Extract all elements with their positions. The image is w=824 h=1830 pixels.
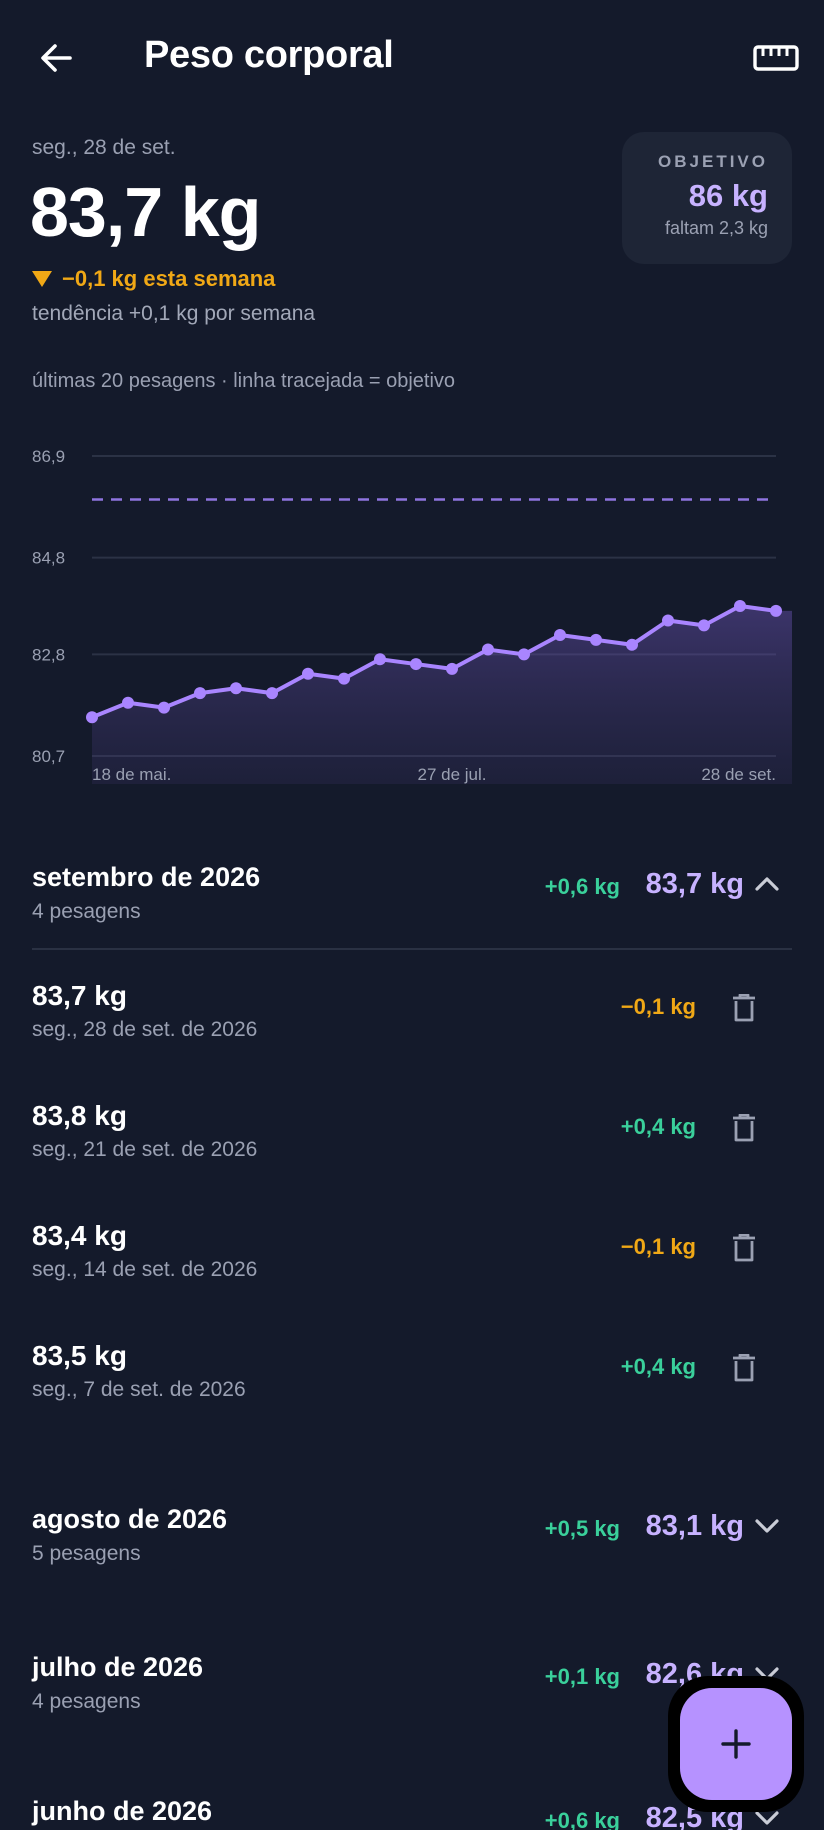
delete-button[interactable] xyxy=(726,988,762,1028)
y-tick-label: 80,7 xyxy=(32,747,65,766)
data-point xyxy=(122,696,134,709)
entry-weight: 83,4 kg xyxy=(32,1220,127,1251)
delete-button[interactable] xyxy=(726,1228,762,1268)
data-point xyxy=(266,687,278,700)
entry-delta: −0,1 kg xyxy=(620,994,696,1019)
app-bar: Peso corporal xyxy=(0,0,824,112)
data-point xyxy=(86,711,98,724)
x-tick-label: 27 de jul. xyxy=(418,765,487,784)
month-title: julho de 2026 xyxy=(32,1652,204,1682)
back-button[interactable] xyxy=(28,30,84,86)
chart-caption: últimas 20 pesagens · linha tracejada = … xyxy=(32,370,456,392)
month-weight: 83,1 kg xyxy=(645,1510,744,1542)
add-weight-button[interactable] xyxy=(680,1688,792,1800)
data-point xyxy=(698,619,710,632)
divider xyxy=(32,948,792,950)
data-point xyxy=(482,643,494,656)
entry-date: seg., 21 de set. de 2026 xyxy=(32,1138,258,1161)
trend-text: tendência +0,1 kg por semana xyxy=(32,302,316,325)
y-tick-label: 84,8 xyxy=(32,549,65,568)
data-point xyxy=(230,682,242,695)
month-title: agosto de 2026 xyxy=(32,1504,228,1534)
y-tick-label: 86,9 xyxy=(32,447,65,466)
weight-entry[interactable]: 83,7 kg seg., 28 de set. de 2026 −0,1 kg xyxy=(0,980,824,1080)
data-point xyxy=(446,662,458,675)
delete-button[interactable] xyxy=(726,1108,762,1148)
data-point xyxy=(590,633,602,646)
data-point xyxy=(302,667,314,680)
month-delta: +0,1 kg xyxy=(544,1664,620,1689)
month-count: 4 pesagens xyxy=(32,1690,141,1713)
data-point xyxy=(662,614,674,627)
weight-entry[interactable]: 83,8 kg seg., 21 de set. de 2026 +0,4 kg xyxy=(0,1100,824,1200)
data-point xyxy=(410,658,422,671)
week-change-text: −0,1 kg esta semana xyxy=(62,266,276,291)
triangle-down-icon xyxy=(32,271,52,287)
chevron-up-icon[interactable] xyxy=(752,872,782,896)
weight-entry[interactable]: 83,4 kg seg., 14 de set. de 2026 −0,1 kg xyxy=(0,1220,824,1320)
chevron-down-icon[interactable] xyxy=(752,1806,782,1830)
entry-delta: −0,1 kg xyxy=(620,1234,696,1259)
entry-weight: 83,8 kg xyxy=(32,1100,127,1131)
x-tick-label: 28 de set. xyxy=(701,765,776,784)
goal-card[interactable]: OBJETIVO 86 kg faltam 2,3 kg xyxy=(622,132,792,264)
ruler-icon xyxy=(753,45,799,71)
data-point xyxy=(770,604,782,617)
month-delta: +0,6 kg xyxy=(544,1808,620,1830)
data-point xyxy=(554,629,566,642)
delete-button[interactable] xyxy=(726,1348,762,1388)
data-point xyxy=(518,648,530,661)
page-title: Peso corporal xyxy=(144,34,394,76)
entry-date: seg., 7 de set. de 2026 xyxy=(32,1378,246,1401)
arrow-left-icon xyxy=(41,44,72,72)
weight-entry[interactable]: 83,5 kg seg., 7 de set. de 2026 +0,4 kg xyxy=(0,1340,824,1440)
month-header-setembro[interactable]: setembro de 2026 4 pesagens +0,6 kg 83,7… xyxy=(0,862,824,962)
month-count: 5 pesagens xyxy=(32,1542,141,1565)
month-title: setembro de 2026 xyxy=(32,862,261,892)
chevron-down-icon[interactable] xyxy=(752,1514,782,1538)
data-point xyxy=(194,687,206,700)
weight-series-line xyxy=(90,604,778,720)
x-tick-label: 18 de mai. xyxy=(92,765,171,784)
entry-delta: +0,4 kg xyxy=(620,1354,696,1379)
entry-delta: +0,4 kg xyxy=(620,1114,696,1139)
month-count: 4 pesagens xyxy=(32,900,141,923)
trash-icon xyxy=(733,1234,755,1262)
current-weight: 83,7 kg xyxy=(30,173,261,251)
trash-icon xyxy=(733,1114,755,1142)
entry-date: seg., 14 de set. de 2026 xyxy=(32,1258,258,1281)
goal-remaining: faltam 2,3 kg xyxy=(664,218,768,238)
weight-chart: 86,9 84,8 82,8 80,7 18 de mai. 27 de jul. 28 … xyxy=(32,447,792,784)
data-point xyxy=(626,638,638,651)
month-header-agosto[interactable]: agosto de 2026 5 pesagens +0,5 kg 83,1 k… xyxy=(0,1504,824,1604)
data-point xyxy=(734,600,746,612)
month-delta: +0,6 kg xyxy=(544,874,620,899)
entry-weight: 83,7 kg xyxy=(32,980,127,1011)
trash-icon xyxy=(733,1354,755,1382)
data-point xyxy=(338,672,350,685)
measurements-button[interactable] xyxy=(744,30,808,86)
month-weight: 83,7 kg xyxy=(645,868,744,900)
data-point xyxy=(158,701,170,714)
entry-weight: 83,5 kg xyxy=(32,1340,127,1371)
entry-date: seg., 28 de set. de 2026 xyxy=(32,1018,258,1041)
goal-label: OBJETIVO xyxy=(658,152,768,171)
trash-icon xyxy=(733,994,755,1022)
data-point xyxy=(374,653,386,666)
latest-date: seg., 28 de set. xyxy=(32,136,176,159)
y-tick-label: 82,8 xyxy=(32,645,65,664)
plus-icon xyxy=(721,1729,751,1759)
month-title: junho de 2026 xyxy=(32,1796,213,1826)
week-change: −0,1 kg esta semana xyxy=(32,266,275,292)
month-delta: +0,5 kg xyxy=(544,1516,620,1541)
goal-value: 86 kg xyxy=(688,178,768,213)
chart-area xyxy=(92,606,792,784)
